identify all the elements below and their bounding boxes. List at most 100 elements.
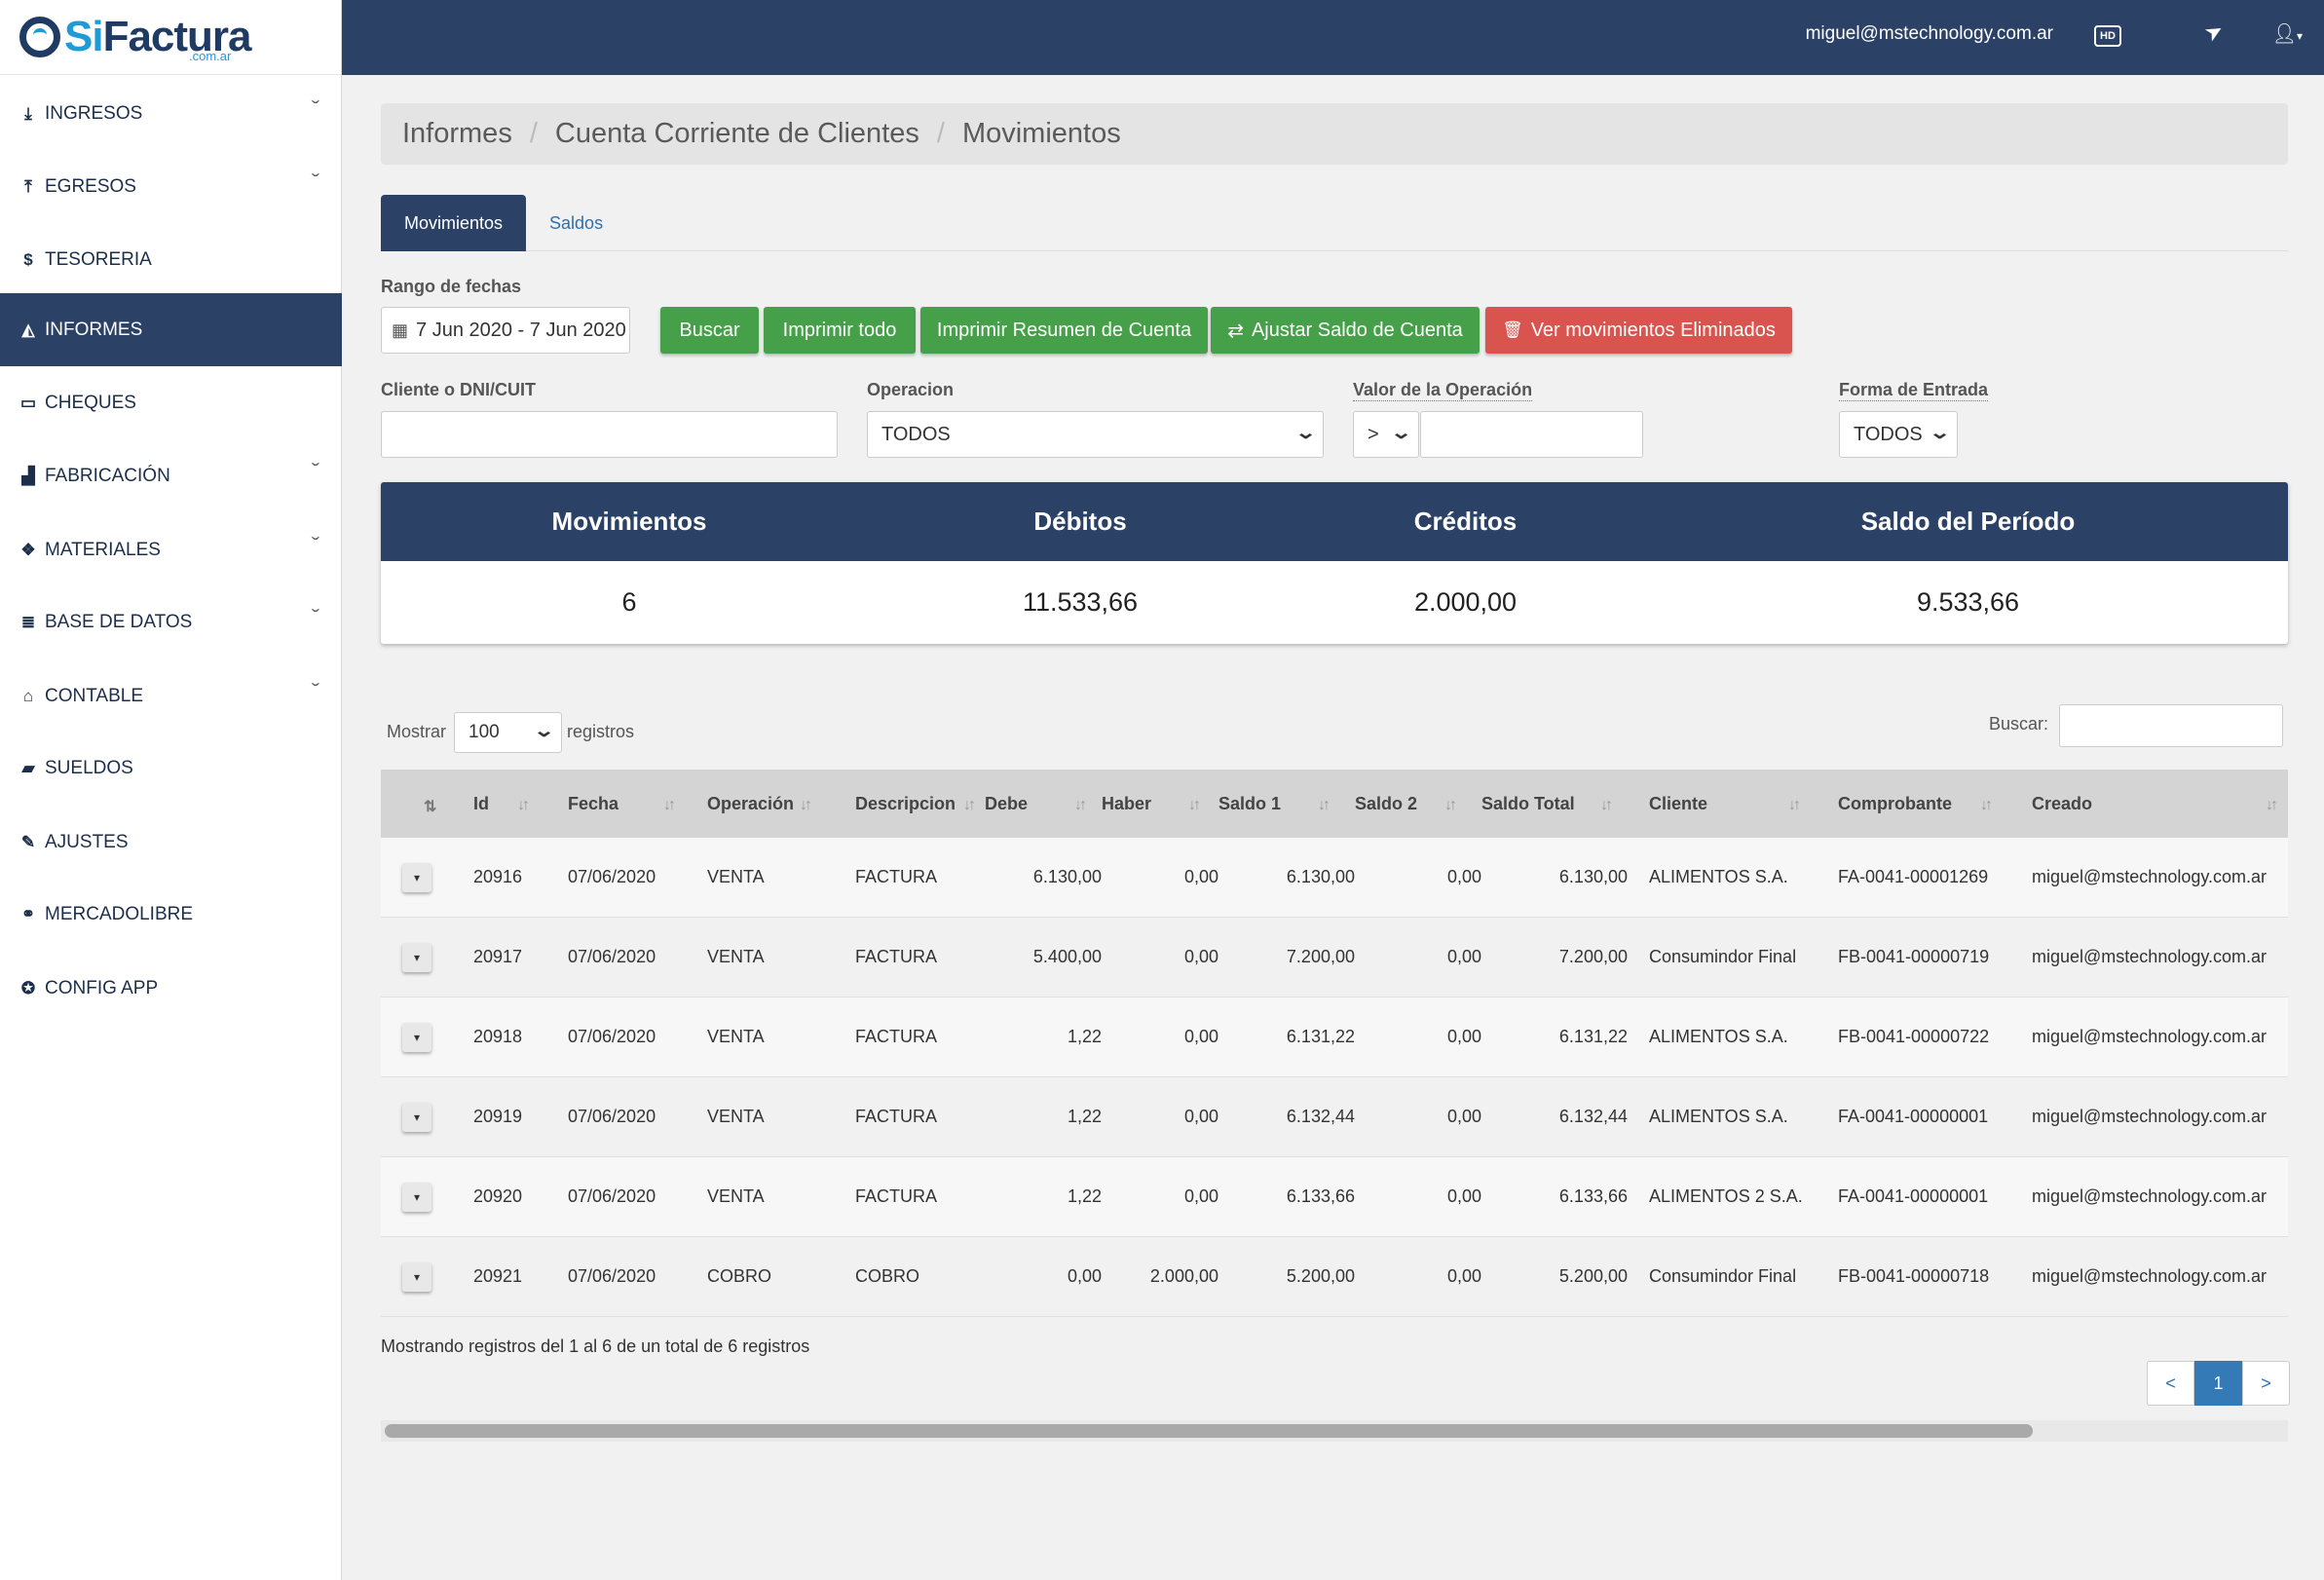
pager-next-button[interactable]: > — [2242, 1361, 2290, 1406]
column-header-id[interactable]: Id — [473, 793, 489, 813]
table-cell: ALIMENTOS S.A. — [1649, 1107, 1788, 1126]
sort-icon[interactable]: ↓↑ — [1074, 797, 1087, 813]
sort-icon[interactable]: ↓↑ — [1980, 797, 1993, 813]
table-cell: miguel@mstechnology.com.ar — [2032, 867, 2268, 886]
sidebar-item-tesoreria[interactable]: $ TESORERIA — [0, 223, 342, 296]
sort-icon[interactable]: ↓↑ — [663, 797, 676, 813]
sidebar-item-egresos[interactable]: ⤒ EGRESOS ˇ — [0, 150, 342, 223]
ver-eliminados-button[interactable]: 🗑︎ Ver movimientos Eliminados — [1485, 307, 1792, 354]
sort-asc-icon[interactable]: ⇅ — [424, 799, 437, 815]
expand-row-button[interactable]: ▾ — [402, 1262, 431, 1292]
wrench-icon: ✎ — [20, 832, 36, 851]
sidebar-item-ajustes[interactable]: ✎ AJUSTES — [0, 806, 342, 879]
value-input[interactable] — [1420, 411, 1643, 458]
column-header-saldo-total[interactable]: Saldo Total — [1481, 793, 1575, 813]
expand-row-button[interactable]: ▾ — [402, 943, 431, 972]
breadcrumb-movimientos: Movimientos — [961, 118, 1121, 149]
sidebar-item-materiales[interactable]: ❖ MATERIALES ˇ — [0, 513, 342, 586]
pager-page-1[interactable]: 1 — [2194, 1361, 2242, 1406]
buscar-button[interactable]: Buscar — [660, 307, 759, 354]
sidebar-item-fabricación[interactable]: ▟ FABRICACIÓN ˇ — [0, 439, 342, 512]
breadcrumb-informes[interactable]: Informes — [402, 118, 512, 149]
table-row[interactable]: ▾ 20920 07/06/2020 VENTA FACTURA 1,22 0,00 6.13… — [381, 1157, 2288, 1237]
expand-row-button[interactable]: ▾ — [402, 863, 431, 892]
table-cell: 1,22 — [1067, 1107, 1102, 1126]
sidebar-item-cheques[interactable]: ▭ CHEQUES — [0, 366, 342, 439]
table-row[interactable]: ▾ 20919 07/06/2020 VENTA FACTURA 1,22 0,00 6.13… — [381, 1077, 2288, 1157]
page-size-select[interactable]: 100 ⌄ — [454, 712, 562, 753]
table-cell: 0,00 — [1446, 1107, 1481, 1126]
table-cell: FB-0041-00000722 — [1838, 1027, 1990, 1046]
column-header-debe[interactable]: Debe — [985, 793, 1029, 813]
column-header-comprobante[interactable]: Comprobante — [1838, 793, 1952, 813]
table-row[interactable]: ▾ 20917 07/06/2020 VENTA FACTURA 5.400,00 0,00… — [381, 918, 2288, 997]
chevron-down-icon: ˇ — [311, 98, 320, 118]
column-header-haber[interactable]: Haber — [1102, 793, 1152, 813]
sidebar-item-ingresos[interactable]: ⤓ INGRESOS ˇ — [0, 77, 342, 150]
chevron-down-icon: ⌄ — [1294, 423, 1317, 442]
summary-value-creditos: 2.000,00 — [1413, 587, 1518, 617]
operation-select[interactable]: TODOS ⌄ — [867, 411, 1324, 458]
pager-prev-button[interactable]: < — [2147, 1361, 2194, 1406]
table-cell: FACTURA — [855, 1186, 938, 1206]
column-header-saldo-2[interactable]: Saldo 2 — [1355, 793, 1418, 813]
sort-icon[interactable]: ↓↑ — [1600, 797, 1613, 813]
column-header-fecha[interactable]: Fecha — [568, 793, 619, 813]
table-info: Mostrando registros del 1 al 6 de un tot… — [381, 1336, 810, 1356]
table-cell: 20919 — [473, 1107, 523, 1126]
tab-saldos[interactable]: Saldos — [549, 212, 604, 233]
hd-icon[interactable]: HD — [2094, 25, 2121, 47]
horizontal-scrollbar[interactable] — [381, 1420, 2288, 1442]
sort-icon[interactable]: ↓↑ — [517, 797, 530, 813]
scrollbar-thumb[interactable] — [385, 1424, 2033, 1438]
cubes-icon: ❖ — [20, 540, 36, 559]
imprimir-resumen-button[interactable]: Imprimir Resumen de Cuenta — [920, 307, 1208, 354]
table-cell: 0,00 — [1446, 1266, 1481, 1286]
sort-icon[interactable]: ↓↑ — [1788, 797, 1801, 813]
table-cell: miguel@mstechnology.com.ar — [2032, 1266, 2268, 1286]
column-header-creado[interactable]: Creado — [2032, 793, 2093, 813]
column-header-operación[interactable]: Operación — [707, 793, 795, 813]
table-cell: 0,00 — [1446, 1027, 1481, 1046]
table-row[interactable]: ▾ 20918 07/06/2020 VENTA FACTURA 1,22 0,00 6.13… — [381, 997, 2288, 1077]
table-row[interactable]: ▾ 20921 07/06/2020 COBRO COBRO 0,00 2.000,00 5.… — [381, 1237, 2288, 1317]
value-operator-select[interactable]: > ⌄ — [1353, 411, 1419, 458]
tab-movimientos[interactable]: Movimientos — [381, 195, 527, 251]
imprimir-todo-button[interactable]: Imprimir todo — [764, 307, 916, 354]
sidebar-item-mercadolibre[interactable]: ⚭ MERCADOLIBRE — [0, 878, 342, 951]
table-cell: FACTURA — [855, 1107, 938, 1126]
expand-row-button[interactable]: ▾ — [402, 1183, 431, 1212]
sidebar-item-contable[interactable]: ⌂ CONTABLE ˇ — [0, 659, 342, 733]
column-header-descripcion[interactable]: Descripcion — [855, 793, 956, 813]
column-header-saldo-1[interactable]: Saldo 1 — [1218, 793, 1282, 813]
credit-card-icon: ▭ — [19, 393, 37, 412]
send-icon[interactable]: ➤ — [2199, 17, 2228, 48]
sidebar-item-base-de-datos[interactable]: ≣ BASE DE DATOS ˇ — [0, 585, 342, 658]
sort-icon[interactable]: ↓↑ — [2266, 797, 2278, 813]
user-menu-icon[interactable]: 👤︎▾ — [2271, 23, 2303, 45]
sort-icon[interactable]: ↓↑ — [1188, 797, 1201, 813]
sidebar-item-sueldos[interactable]: ▰ SUELDOS — [0, 732, 342, 805]
client-input[interactable] — [381, 411, 838, 458]
breadcrumb-cuenta-corriente[interactable]: Cuenta Corriente de Clientes — [554, 118, 919, 149]
table-cell: Consumindor Final — [1649, 947, 1797, 966]
sort-icon[interactable]: ↓↑ — [800, 797, 812, 813]
date-range-input[interactable]: ▦ 7 Jun 2020 - 7 Jun 2020 — [381, 307, 630, 354]
table-cell: 07/06/2020 — [568, 1266, 656, 1286]
expand-row-button[interactable]: ▾ — [402, 1103, 431, 1132]
sort-icon[interactable]: ↓↑ — [1318, 797, 1331, 813]
column-header-cliente[interactable]: Cliente — [1649, 793, 1708, 813]
ajustar-saldo-button[interactable]: ⇄ Ajustar Saldo de Cuenta — [1211, 307, 1480, 354]
table-row[interactable]: ▾ 20916 07/06/2020 VENTA FACTURA 6.130,00 0,00… — [381, 838, 2288, 918]
logo[interactable]: SiFactura .com.ar — [0, 0, 341, 75]
sidebar-item-config-app[interactable]: ✪ CONFIG APP — [0, 952, 342, 1025]
expand-row-button[interactable]: ▾ — [402, 1023, 431, 1052]
breadcrumb-separator: / — [936, 118, 945, 149]
table-search-input[interactable] — [2059, 704, 2283, 747]
table-cell: miguel@mstechnology.com.ar — [2032, 1186, 2268, 1206]
sort-icon[interactable]: ↓↑ — [963, 797, 976, 813]
user-email[interactable]: miguel@mstechnology.com.ar — [1805, 23, 2053, 44]
sidebar-item-informes[interactable]: ◭ INFORMES — [0, 293, 342, 366]
entry-select[interactable]: TODOS ⌄ — [1839, 411, 1958, 458]
sort-icon[interactable]: ↓↑ — [1444, 797, 1457, 813]
